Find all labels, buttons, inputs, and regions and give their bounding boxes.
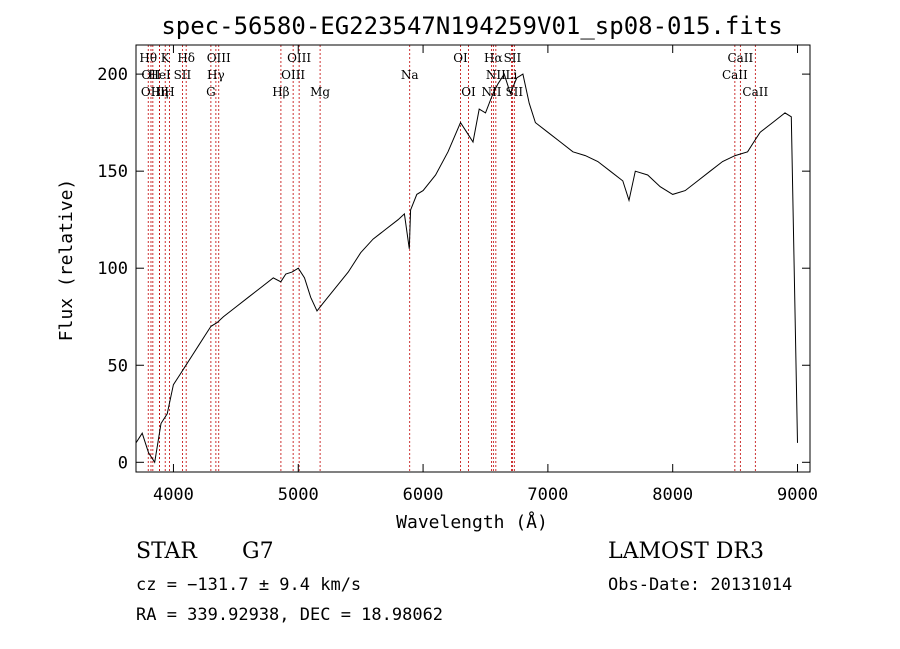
spectral-line-label: SII — [174, 68, 192, 82]
spectral-line-label: Hβ — [272, 85, 289, 99]
x-axis-ticks: 4000 5000 6000 7000 8000 9000 — [153, 45, 818, 505]
spectral-line-label: HeI — [148, 68, 171, 82]
spectral-line-label: CaII — [742, 85, 768, 99]
coordinates: RA = 339.92938, DEC = 18.98062 — [136, 605, 443, 625]
plot-frame — [135, 44, 811, 473]
spectral-line-label: SII — [505, 85, 523, 99]
y-tick-label: 0 — [118, 453, 128, 473]
object-subclass: G7 — [242, 539, 274, 564]
x-axis-label: Wavelength (Å) — [396, 511, 548, 533]
y-axis-ticks: 0 50 100 150 200 — [97, 65, 810, 473]
survey-name: LAMOST DR3 — [608, 539, 764, 564]
spectral-line-label: K — [161, 51, 171, 65]
spectral-line-markers — [147, 45, 756, 472]
spectrum-line — [135, 72, 798, 464]
spectral-line-label: H — [164, 85, 174, 99]
spectral-line-label: CaII — [722, 68, 748, 82]
spectral-line-label: NII — [481, 85, 501, 99]
spectral-line-label: Hδ — [177, 51, 195, 65]
spectral-line-label: Hα — [484, 51, 503, 65]
spectral-line-labels: HθOIIOIIIHeIHηKHSIIHδGHγOIIIHβOIIIOIIIMg… — [139, 51, 768, 99]
spectral-line-label: Mg — [310, 85, 330, 99]
spectral-line-label: SII — [504, 51, 522, 65]
object-class: STAR — [136, 539, 198, 564]
spectral-line-label: Na — [401, 68, 419, 82]
spectral-line-label: Hγ — [207, 68, 225, 82]
observation-date: Obs-Date: 20131014 — [608, 575, 792, 595]
y-tick-label: 150 — [97, 162, 128, 182]
x-tick-label: 5000 — [278, 485, 319, 505]
spectral-line-label: Hθ — [139, 51, 157, 65]
chart-title: spec-56580-EG223547N194259V01_sp08-015.f… — [161, 12, 782, 40]
spectral-line-label: OIII — [141, 85, 165, 99]
spectral-line-label: Hη — [151, 85, 169, 99]
x-tick-label: 9000 — [777, 485, 818, 505]
y-tick-label: 200 — [97, 65, 128, 85]
x-tick-label: 6000 — [403, 485, 444, 505]
spectral-line-label: OII — [141, 68, 161, 82]
redshift-velocity: cz = −131.7 ± 9.4 km/s — [136, 575, 361, 595]
y-axis-label: Flux (relative) — [56, 179, 77, 342]
x-tick-label: 8000 — [652, 485, 693, 505]
spectral-line-label: OIII — [287, 51, 311, 65]
x-tick-label: 7000 — [527, 485, 568, 505]
y-tick-label: 50 — [108, 356, 128, 376]
x-tick-label: 4000 — [153, 485, 194, 505]
spectral-line-label: CaII — [727, 51, 753, 65]
spectral-line-label: OI — [453, 51, 468, 65]
y-tick-label: 100 — [97, 259, 128, 279]
spectral-line-label: OIII — [281, 68, 305, 82]
spectral-line-label: Li — [506, 68, 518, 82]
spectral-line-label: OIII — [207, 51, 231, 65]
spectral-line-label: G — [206, 85, 216, 99]
spectral-line-label: OI — [461, 85, 476, 99]
